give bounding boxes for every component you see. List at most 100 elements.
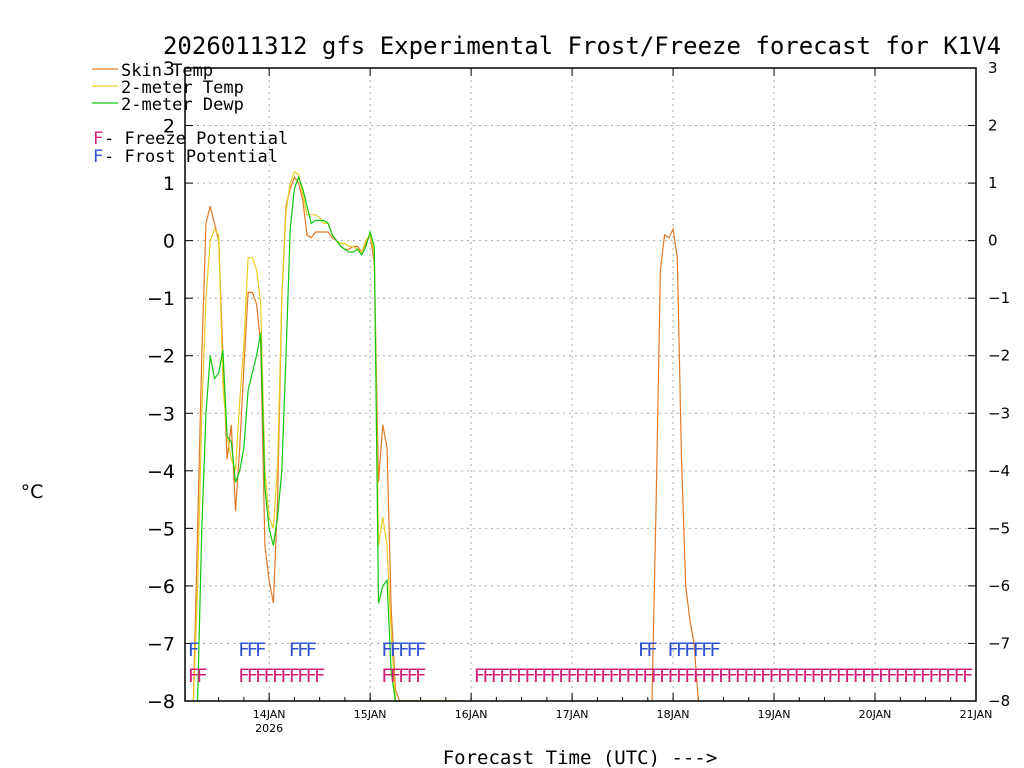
freeze-potential-marker: F — [558, 665, 569, 687]
series-line-skin-temp — [192, 176, 463, 701]
frost-potential-marker: F — [247, 639, 258, 661]
y-tick-label-right: −1 — [988, 289, 1010, 307]
y-tick-label-right: 3 — [988, 59, 998, 77]
freeze-potential-marker: F — [953, 665, 964, 687]
frost-potential-marker: F — [238, 639, 249, 661]
frost-potential-marker: F — [255, 639, 266, 661]
gridlines — [185, 67, 977, 702]
y-tick-label-left: −2 — [147, 346, 175, 368]
freeze-potential-marker: F — [566, 665, 577, 687]
x-tick-label: 19JAN — [758, 708, 791, 721]
freeze-potential-marker: F — [625, 665, 636, 687]
frost-potential-marker: F — [667, 639, 678, 661]
legend-label: Skin Temp — [121, 61, 213, 81]
y-tick-label-right: −4 — [988, 462, 1010, 480]
freeze-potential-marker: F — [667, 665, 678, 687]
x-tick-label: 14JAN — [253, 708, 286, 721]
legend-label: 2-meter Temp — [121, 78, 244, 98]
freeze-potential-marker: F — [390, 665, 401, 687]
y-tick-label-left: 2 — [163, 116, 175, 138]
freeze-potential-marker: F — [903, 665, 914, 687]
freeze-potential-marker: F — [272, 665, 283, 687]
freeze-potential-marker: F — [524, 665, 535, 687]
freeze-potential-marker: F — [642, 665, 653, 687]
x-tick-sublabel: 2026 — [255, 722, 283, 735]
y-tick-label-left: −5 — [147, 518, 175, 540]
y-tick-label-right: −3 — [988, 404, 1010, 422]
freeze-potential-marker: F — [760, 665, 771, 687]
series-line-2-meter-dewp — [193, 175, 463, 701]
y-tick-label-left: −3 — [147, 403, 175, 425]
freeze-potential-marker: F — [659, 665, 670, 687]
freeze-potential-marker: F — [810, 665, 821, 687]
freeze-potential-marker: F — [886, 665, 897, 687]
freeze-potential-marker: F — [196, 665, 207, 687]
freeze-potential-marker: F — [533, 665, 544, 687]
frost-potential-marker: F — [701, 639, 712, 661]
freeze-potential-marker: F — [608, 665, 619, 687]
x-tick-label: 21JAN — [960, 708, 993, 721]
freeze-potential-marker: F — [583, 665, 594, 687]
frost-potential-marker: F — [676, 639, 687, 661]
freeze-potential-marker: F — [802, 665, 813, 687]
freeze-potential-marker: F — [415, 665, 426, 687]
frost-potential-marker: F — [381, 639, 392, 661]
freeze-potential-marker: F — [482, 665, 493, 687]
freeze-potential-marker: F — [937, 665, 948, 687]
freeze-potential-marker: F — [188, 665, 199, 687]
freeze-potential-marker: F — [550, 665, 561, 687]
freeze-potential-marker: F — [314, 665, 325, 687]
y-tick-label-right: 2 — [988, 117, 998, 135]
freeze-potential-marker: F — [735, 665, 746, 687]
frost-potential-marker: F — [289, 639, 300, 661]
potential-legend-label: - Frost Potential — [104, 147, 278, 167]
freeze-potential-marker: F — [895, 665, 906, 687]
freeze-potential-marker: F — [785, 665, 796, 687]
data-series — [192, 170, 711, 701]
freeze-potential-marker: F — [247, 665, 258, 687]
freeze-potential-marker: F — [819, 665, 830, 687]
series-line-2-meter-temp — [192, 170, 463, 701]
freeze-potential-marker: F — [255, 665, 266, 687]
y-tick-label-left: −6 — [147, 576, 175, 598]
legend-label: 2-meter Dewp — [121, 95, 244, 115]
freeze-potential-marker: F — [617, 665, 628, 687]
freeze-potential-marker: F — [844, 665, 855, 687]
y-tick-label-right: −7 — [988, 634, 1010, 652]
freeze-potential-marker: F — [878, 665, 889, 687]
frost-potential-marker: F — [638, 639, 649, 661]
freeze-potential-marker: F — [861, 665, 872, 687]
freeze-potential-marker: F — [541, 665, 552, 687]
freeze-potential-marker: F — [869, 665, 880, 687]
freeze-potential-marker: F — [263, 665, 274, 687]
freeze-potential-marker: F — [507, 665, 518, 687]
frost-potential-marker: F — [684, 639, 695, 661]
freeze-potential-marker: F — [726, 665, 737, 687]
x-tick-label: 18JAN — [657, 708, 690, 721]
freeze-potential-marker: F — [406, 665, 417, 687]
frost-potential-marker: F — [398, 639, 409, 661]
x-axis-label: Forecast Time (UTC) ---> — [443, 747, 718, 768]
freeze-potential-marker: F — [751, 665, 762, 687]
y-tick-label-left: −8 — [147, 691, 175, 713]
y-tick-label-right: −5 — [988, 519, 1010, 537]
y-tick-label-left: −4 — [147, 461, 175, 483]
y-tick-label-right: −2 — [988, 347, 1010, 365]
freeze-potential-marker: F — [651, 665, 662, 687]
frost-potential-marker: F — [390, 639, 401, 661]
freeze-potential-marker: F — [474, 665, 485, 687]
freeze-potential-marker: F — [920, 665, 931, 687]
freeze-potential-marker: F — [911, 665, 922, 687]
freeze-potential-marker: F — [928, 665, 939, 687]
freeze-potential-marker: F — [718, 665, 729, 687]
x-tick-label: 20JAN — [859, 708, 892, 721]
freeze-potential-marker: F — [491, 665, 502, 687]
freeze-potential-marker: F — [693, 665, 704, 687]
y-tick-label-left: −1 — [147, 288, 175, 310]
frost-potential-marker: F — [646, 639, 657, 661]
freeze-potential-marker: F — [600, 665, 611, 687]
freeze-potential-marker: F — [238, 665, 249, 687]
